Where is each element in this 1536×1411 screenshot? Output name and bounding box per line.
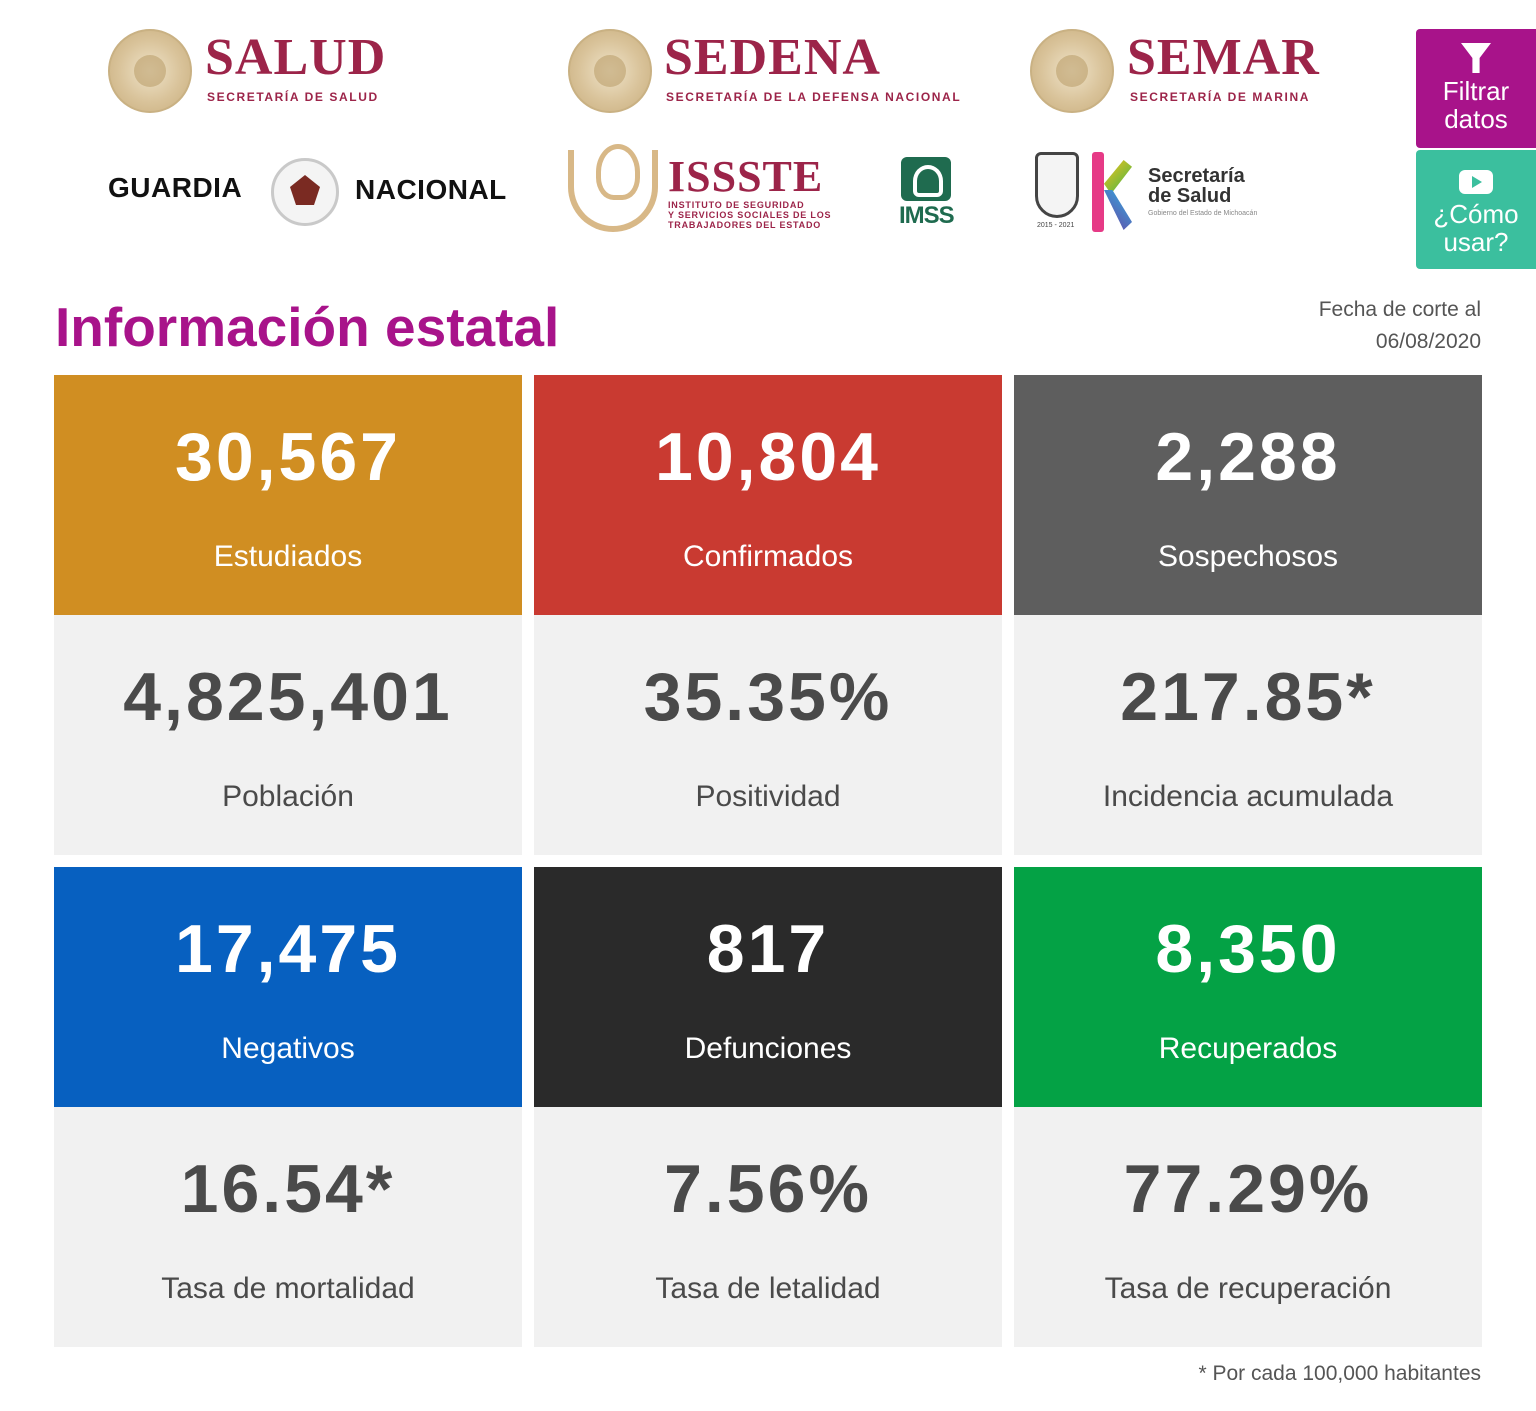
guardia-nacional-right-text: NACIONAL bbox=[355, 174, 507, 205]
mexico-seal-icon bbox=[108, 29, 192, 113]
issste-logo-subtitle: INSTITUTO DE SEGURIDAD Y SERVICIOS SOCIA… bbox=[668, 200, 831, 230]
issste-subtitle-line-1: INSTITUTO DE SEGURIDAD bbox=[668, 200, 805, 210]
mexico-seal-icon bbox=[568, 29, 652, 113]
stat-card-confirmados: 10,804 Confirmados bbox=[534, 375, 1002, 615]
filter-icon bbox=[1461, 43, 1491, 73]
stat-card-incidencia: 217.85* Incidencia acumulada bbox=[1014, 615, 1482, 855]
stat-label: Defunciones bbox=[684, 1032, 852, 1065]
michoacan-title-line-1: Secretaría bbox=[1148, 165, 1245, 187]
stat-value: 10,804 bbox=[655, 419, 881, 495]
how-to-use-button[interactable]: ¿Cómo usar? bbox=[1416, 150, 1536, 269]
stat-card-recuperacion: 77.29% Tasa de recuperación bbox=[1014, 1107, 1482, 1347]
michoacan-k-logo-icon bbox=[1092, 152, 1134, 232]
cutoff-label: Fecha de corte al bbox=[1318, 298, 1481, 321]
stat-value: 817 bbox=[706, 911, 830, 987]
stat-label: Tasa de recuperación bbox=[1104, 1272, 1392, 1305]
stat-value: 8,350 bbox=[1155, 911, 1341, 987]
stat-label: Incidencia acumulada bbox=[1102, 780, 1394, 813]
youtube-play-icon bbox=[1459, 170, 1493, 194]
footnote: * Por cada 100,000 habitantes bbox=[1198, 1362, 1481, 1385]
stat-value: 17,475 bbox=[175, 911, 401, 987]
issste-subtitle-line-2: Y SERVICIOS SOCIALES DE LOS bbox=[668, 210, 832, 220]
stat-label: Sospechosos bbox=[1157, 540, 1339, 573]
salud-logo-subtitle: SECRETARÍA DE SALUD bbox=[207, 90, 379, 104]
help-button-label-2: usar? bbox=[1443, 227, 1509, 257]
michoacan-title-line-2: de Salud bbox=[1148, 185, 1232, 207]
stat-value: 16.54* bbox=[180, 1151, 396, 1227]
stat-label: Población bbox=[222, 780, 354, 813]
stat-card-defunciones: 817 Defunciones bbox=[534, 867, 1002, 1107]
stat-label: Recuperados bbox=[1158, 1032, 1338, 1065]
stat-card-negativos: 17,475 Negativos bbox=[54, 867, 522, 1107]
stat-card-recuperados: 8,350 Recuperados bbox=[1014, 867, 1482, 1107]
stat-value: 35.35% bbox=[643, 659, 893, 735]
stat-value: 4,825,401 bbox=[123, 659, 453, 735]
cutoff-date: Fecha de corte al 06/08/2020 bbox=[1319, 294, 1481, 358]
guardia-nacional-seal-icon bbox=[271, 158, 339, 226]
stat-label: Negativos bbox=[221, 1032, 355, 1065]
stat-value: 217.85* bbox=[1120, 659, 1376, 735]
issste-hands-icon bbox=[568, 144, 658, 232]
cutoff-date-value: 06/08/2020 bbox=[1375, 330, 1481, 353]
filter-button-label-2: datos bbox=[1444, 104, 1508, 134]
stat-value: 2,288 bbox=[1155, 419, 1341, 495]
stat-card-mortalidad: 16.54* Tasa de mortalidad bbox=[54, 1107, 522, 1347]
michoacan-title: Secretaría de Salud bbox=[1148, 166, 1245, 206]
stat-label: Estudiados bbox=[213, 540, 363, 573]
stat-label: Tasa de mortalidad bbox=[161, 1272, 415, 1305]
issste-logo-title: ISSSTE bbox=[668, 152, 824, 201]
stat-card-estudiados: 30,567 Estudiados bbox=[54, 375, 522, 615]
help-button-label-1: ¿Cómo bbox=[1433, 199, 1519, 229]
stat-label: Tasa de letalidad bbox=[655, 1272, 881, 1305]
michoacan-shield-icon bbox=[1035, 152, 1079, 218]
semar-logo-title: SEMAR bbox=[1127, 29, 1320, 86]
page-title: Información estatal bbox=[55, 296, 560, 358]
stat-card-sospechosos: 2,288 Sospechosos bbox=[1014, 375, 1482, 615]
filter-data-button[interactable]: Filtrar datos bbox=[1416, 29, 1536, 148]
stat-value: 77.29% bbox=[1123, 1151, 1373, 1227]
imss-logo-text: IMSS bbox=[899, 202, 955, 229]
semar-logo-subtitle: SECRETARÍA DE MARINA bbox=[1130, 90, 1311, 104]
imss-logo-icon bbox=[901, 157, 951, 201]
guardia-nacional-left-text: GUARDIA bbox=[108, 172, 243, 203]
issste-subtitle-line-3: TRABAJADORES DEL ESTADO bbox=[668, 220, 822, 230]
stat-card-letalidad: 7.56% Tasa de letalidad bbox=[534, 1107, 1002, 1347]
stat-label: Positividad bbox=[695, 780, 841, 813]
filter-button-label-1: Filtrar bbox=[1442, 76, 1510, 106]
sedena-logo-title: SEDENA bbox=[664, 29, 881, 86]
stat-label: Confirmados bbox=[682, 540, 854, 573]
salud-logo-title: SALUD bbox=[205, 29, 387, 86]
sedena-logo-subtitle: SECRETARÍA DE LA DEFENSA NACIONAL bbox=[666, 90, 962, 104]
michoacan-subtitle: Gobierno del Estado de Michoacán bbox=[1148, 210, 1258, 217]
stat-card-positividad: 35.35% Positividad bbox=[534, 615, 1002, 855]
michoacan-years: 2015 - 2021 bbox=[1037, 222, 1075, 229]
mexico-seal-icon bbox=[1030, 29, 1114, 113]
stat-value: 7.56% bbox=[664, 1151, 872, 1227]
stat-value: 30,567 bbox=[175, 419, 401, 495]
stat-card-poblacion: 4,825,401 Población bbox=[54, 615, 522, 855]
